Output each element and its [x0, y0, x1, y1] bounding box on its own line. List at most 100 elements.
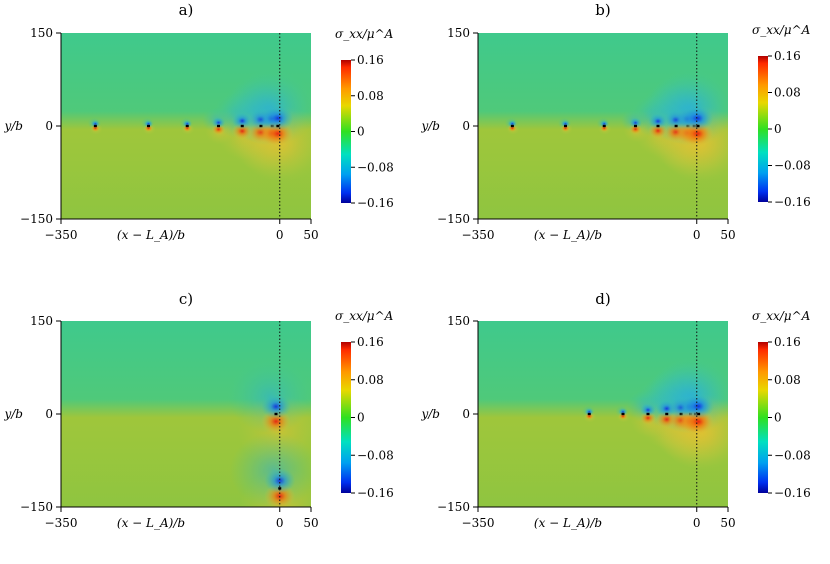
colorbar-tick-label: 0.16 — [357, 335, 384, 349]
panel-label: a) — [179, 1, 194, 19]
colorbar — [758, 56, 768, 202]
colorbar-tick-label: −0.16 — [357, 486, 394, 500]
stress-concentrations — [504, 70, 728, 182]
colorbar-tick-label: −0.08 — [774, 159, 811, 173]
y-axis-label: y/b — [3, 407, 23, 421]
y-tick-label: −150 — [437, 212, 470, 226]
panel-4: 150 0 −150 −350 0 50 (x − L_A)/b y/b d) σ_xx/μ^A 0… — [420, 290, 810, 530]
y-tick-label: 150 — [30, 26, 53, 40]
colorbar — [341, 60, 351, 203]
y-axis-label: y/b — [420, 119, 440, 133]
stress-concentrations — [228, 360, 311, 507]
stress-concentrations — [581, 358, 728, 470]
dislocation-compression-lobe — [618, 408, 628, 416]
dislocation-core — [696, 124, 700, 128]
dislocation-compression-lobe — [682, 105, 714, 131]
panel-label: d) — [595, 290, 610, 308]
x-tick-label: 50 — [303, 516, 318, 530]
dislocation-core — [646, 412, 650, 416]
x-tick-label: 0 — [276, 516, 284, 530]
colorbar-tick-label: −0.16 — [357, 196, 394, 210]
colorbar-label: σ_xx/μ^A — [752, 309, 811, 323]
y-tick-label: −150 — [20, 500, 53, 514]
dislocation-compression-lobe — [90, 120, 100, 128]
x-tick-label: 50 — [720, 516, 735, 530]
dislocation-core — [665, 412, 669, 416]
y-tick-label: −150 — [437, 500, 470, 514]
panel-3: 150 0 −150 −350 0 50 (x − L_A)/b y/b c) σ_xx/μ^A 0… — [3, 290, 394, 530]
y-tick-label: −150 — [20, 212, 53, 226]
colorbar-label: σ_xx/μ^A — [335, 309, 394, 323]
colorbar-tick-label: −0.08 — [357, 448, 394, 462]
colorbar-tick-label: 0.08 — [357, 89, 384, 103]
dislocation-core — [185, 124, 189, 128]
stress-concentrations — [87, 70, 311, 182]
colorbar-tick-label: −0.16 — [774, 195, 811, 209]
dislocation-compression-lobe — [211, 117, 226, 129]
x-tick-label: 0 — [693, 516, 701, 530]
colorbar — [341, 342, 351, 493]
dislocation-core — [147, 124, 150, 128]
dislocation-compression-lobe — [262, 105, 294, 131]
colorbar-tick-label: 0 — [774, 411, 782, 425]
x-tick-label: −350 — [45, 516, 78, 530]
dislocation-compression-lobe — [507, 120, 517, 128]
dislocation-compression-lobe — [261, 394, 291, 419]
y-tick-label: 0 — [462, 407, 470, 421]
x-tick-label: −350 — [462, 228, 495, 242]
dislocation-compression-lobe — [584, 408, 594, 416]
dislocation-compression-lobe — [264, 468, 296, 494]
dislocation-compression-lobe — [683, 393, 715, 419]
x-tick-label: 0 — [276, 228, 284, 242]
colorbar-tick-label: 0.16 — [774, 49, 801, 63]
panel-2: 150 0 −150 −350 0 50 (x − L_A)/b y/b b) σ_xx/μ^A 0… — [420, 1, 810, 242]
colorbar-tick-label: −0.08 — [774, 448, 811, 462]
dislocation-core — [276, 124, 280, 128]
dislocation-core — [217, 124, 220, 128]
dislocation-compression-lobe — [182, 120, 192, 128]
x-tick-label: 0 — [693, 228, 701, 242]
dislocation-core — [510, 124, 514, 128]
dislocation-core — [587, 412, 591, 416]
dislocation-compression-lobe — [561, 120, 570, 128]
y-tick-label: 150 — [447, 314, 470, 328]
x-tick-label: −350 — [462, 516, 495, 530]
y-tick-label: 0 — [462, 119, 470, 133]
dislocation-core — [656, 124, 660, 128]
dislocation-compression-lobe — [640, 403, 656, 417]
dislocation-compression-lobe — [599, 120, 609, 128]
x-tick-label: 50 — [303, 228, 318, 242]
colorbar-tick-label: 0.08 — [774, 373, 801, 387]
x-tick-label: 50 — [720, 228, 735, 242]
dislocation-core — [274, 412, 278, 416]
panel-label: b) — [595, 1, 610, 19]
dislocation-core — [564, 124, 567, 128]
y-tick-label: 150 — [447, 26, 470, 40]
dislocation-compression-lobe — [629, 117, 642, 128]
dislocation-core — [674, 124, 678, 128]
colorbar-tick-label: 0.16 — [774, 335, 801, 349]
dislocation-compression-lobe — [648, 113, 668, 130]
colorbar-tick-label: 0.16 — [357, 53, 384, 67]
dislocation-core — [240, 124, 244, 128]
y-tick-label: 0 — [45, 407, 53, 421]
colorbar-label: σ_xx/μ^A — [335, 27, 394, 41]
colorbar-tick-label: 0 — [774, 122, 782, 136]
y-tick-label: 150 — [30, 314, 53, 328]
dislocation-compression-lobe — [232, 112, 253, 130]
panel-label: c) — [179, 290, 193, 308]
dislocation-compression-lobe — [144, 120, 153, 128]
x-tick-label: −350 — [45, 228, 78, 242]
dislocation-core — [621, 412, 625, 416]
x-axis-label: (x − L_A)/b — [117, 228, 185, 242]
y-axis-label: y/b — [420, 407, 440, 421]
dislocation-core — [634, 124, 637, 128]
y-tick-label: 0 — [45, 119, 53, 133]
panel-1: 150 0 −150 −350 0 50 (x − L_A)/b y/b a) σ_xx/μ^A 0… — [3, 1, 393, 242]
x-axis-label: (x − L_A)/b — [534, 228, 602, 242]
colorbar-tick-label: 0 — [357, 125, 365, 139]
y-axis-label: y/b — [3, 119, 23, 133]
colorbar-tick-label: 0.08 — [774, 86, 801, 100]
colorbar-tick-label: 0 — [357, 411, 365, 425]
